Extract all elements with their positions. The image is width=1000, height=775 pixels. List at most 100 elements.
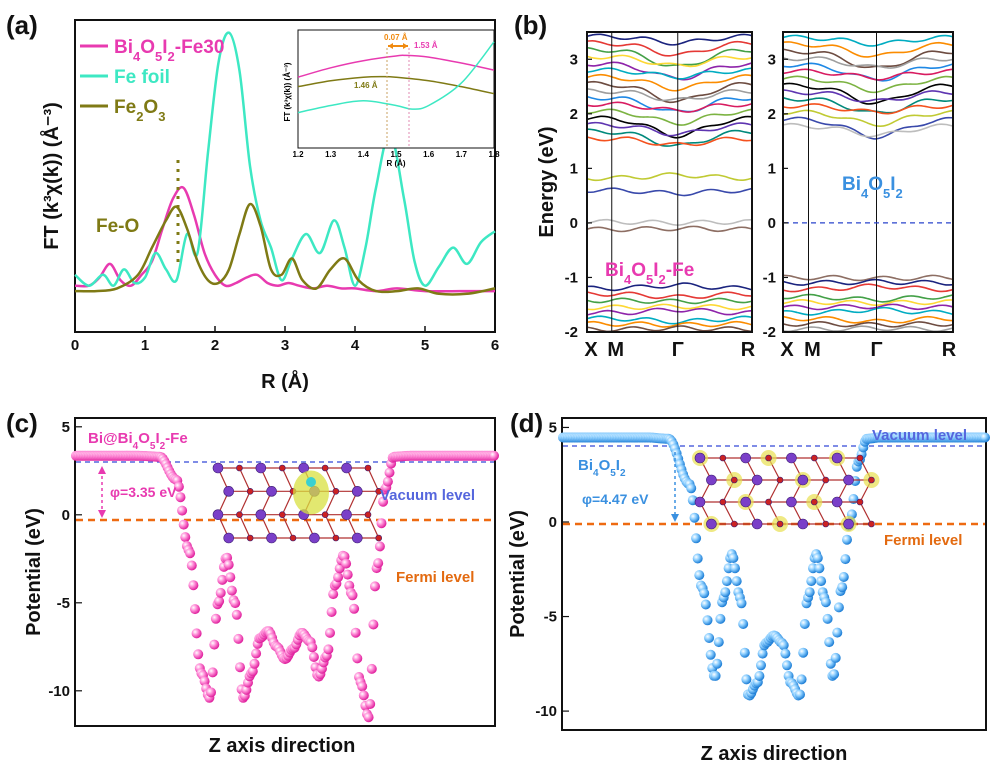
ytick-label: 5 <box>549 419 557 436</box>
potential-dot <box>715 613 726 624</box>
crystal-atom <box>266 486 277 497</box>
panel-d: 5 0 -5 -10 Bi4O5I2 φ=4.47 eV Vacuum level F… <box>507 417 990 765</box>
band-line <box>782 293 954 303</box>
crystal-atom <box>694 452 706 464</box>
crystal-atom <box>868 476 875 484</box>
potential-dot <box>365 699 376 709</box>
band-line <box>586 282 753 292</box>
band-line <box>586 218 753 226</box>
potential-dot <box>798 647 809 658</box>
panel-a-legend: Bi4O5I2-Fe30 Fe foil Fe2O3 <box>80 37 224 124</box>
band-line <box>782 75 954 94</box>
band-line <box>586 40 753 57</box>
panel-b-ytick-label: -1 <box>763 269 776 286</box>
potential-dot <box>705 649 716 660</box>
crystal-atom <box>706 518 717 530</box>
panel-b-ytick-label: 3 <box>570 51 578 68</box>
panel-c-frame <box>74 417 496 727</box>
band-line <box>782 122 954 138</box>
inset-xtick-label: 1.5 <box>390 150 402 159</box>
potential-dot <box>363 712 374 723</box>
inset-frame <box>297 29 495 149</box>
crystal-atom <box>289 534 297 542</box>
panel-b-ytick-label: -1 <box>565 269 578 286</box>
potential-dot <box>357 681 368 692</box>
crystal-atom <box>332 534 340 542</box>
potential-dot <box>704 633 715 643</box>
crystal-atom <box>797 518 809 530</box>
crystal-bond <box>324 491 337 515</box>
panel-c-label: Bi@Bi4O5I2-Fe <box>88 430 188 452</box>
panel-a-xtick-label: 1 <box>141 337 149 354</box>
potential-dot <box>347 590 358 601</box>
panel-b-ytick-label: 2 <box>768 106 776 123</box>
crystal-atom <box>255 462 267 474</box>
potential-dot <box>193 649 204 660</box>
crystal-atom <box>212 509 224 520</box>
band-line <box>782 68 954 81</box>
crystal-atom <box>246 534 254 542</box>
band-line <box>782 41 954 58</box>
crystal-atom <box>375 488 383 495</box>
potential-dot <box>370 581 380 592</box>
potential-dot <box>756 660 766 671</box>
ytick-label: 0 <box>549 514 557 531</box>
panel-b-right-frame <box>782 31 954 333</box>
potential-dot <box>795 689 805 700</box>
panel-d-fermi-label: Fermi level <box>884 532 962 549</box>
crystal-atom <box>341 509 352 520</box>
band-line <box>782 278 954 286</box>
crystal-bond <box>238 467 251 492</box>
panel-b-ytick-label: 0 <box>768 215 776 232</box>
panel-b-ytick-label: 3 <box>768 51 776 68</box>
inset-xtick-label: 1.3 <box>325 150 337 159</box>
crystal-bond <box>367 491 380 515</box>
panel-label-b: (b) <box>514 10 547 40</box>
panel-d-work-function: φ=4.47 eV <box>582 491 649 507</box>
panel-b: -2 -2-1 -10 01 12 23 3 Energy (eV) Bi4O5I2-Fe … <box>536 31 957 361</box>
crystal-atom <box>751 518 763 530</box>
potential-dot <box>175 492 186 503</box>
crystal-bond <box>324 467 337 492</box>
potential-dot <box>700 599 711 610</box>
crystal-atom <box>364 464 372 472</box>
panel-a-xtick-label: 5 <box>421 337 429 354</box>
band-line <box>586 315 753 325</box>
potential-dot <box>757 648 768 659</box>
panel-c-fermi-label: Fermi level <box>396 569 474 586</box>
band-line <box>782 103 954 115</box>
band-line <box>586 101 753 113</box>
panel-c-phi-arrowhead-bottom <box>98 510 106 518</box>
panel-b-ytick-label: -2 <box>565 324 578 341</box>
potential-dot <box>349 603 360 614</box>
panel-label-c: (c) <box>6 408 38 438</box>
crystal-atom <box>730 520 738 528</box>
band-line <box>586 88 753 102</box>
panel-d-y-ticks: 5 0 -5 -10 <box>535 419 569 720</box>
potential-dot <box>378 496 389 507</box>
crystal-atom <box>236 511 243 518</box>
crystal-bond <box>281 491 294 515</box>
crystal-bond <box>367 467 380 492</box>
crystal-atom <box>822 476 830 484</box>
crystal-bond <box>768 479 781 503</box>
inset-curves <box>297 41 495 114</box>
potential-dot <box>173 481 184 492</box>
inset-peak-olive-label: 1.46 Å <box>354 81 378 90</box>
potential-dot <box>341 558 352 569</box>
panel-b-label-bi4o5i2-fe: Bi4O5I2-Fe <box>605 260 694 287</box>
potential-dot <box>721 576 732 587</box>
potential-dot <box>782 660 792 671</box>
ytick-label: 0 <box>62 507 70 524</box>
fe-atom <box>306 477 316 487</box>
panel-b-label-bi4o5i2: Bi4O5I2 <box>842 174 903 201</box>
band-line <box>782 315 954 324</box>
potential-dot <box>185 548 196 559</box>
band-line <box>586 136 753 147</box>
band-line <box>586 187 753 197</box>
panel-a: 0 1 2 3 4 5 6 R (Å) FT (k³χ(k)) (Å⁻³) Bi4O5I2-… <box>39 19 500 393</box>
potential-dot <box>837 582 848 593</box>
panel-a-inset: 1.2 1.3 1.4 1.5 1.6 1.7 1.8 R (Å) FT (k³χ(k)) … <box>283 29 500 168</box>
crystal-atom <box>730 476 738 484</box>
